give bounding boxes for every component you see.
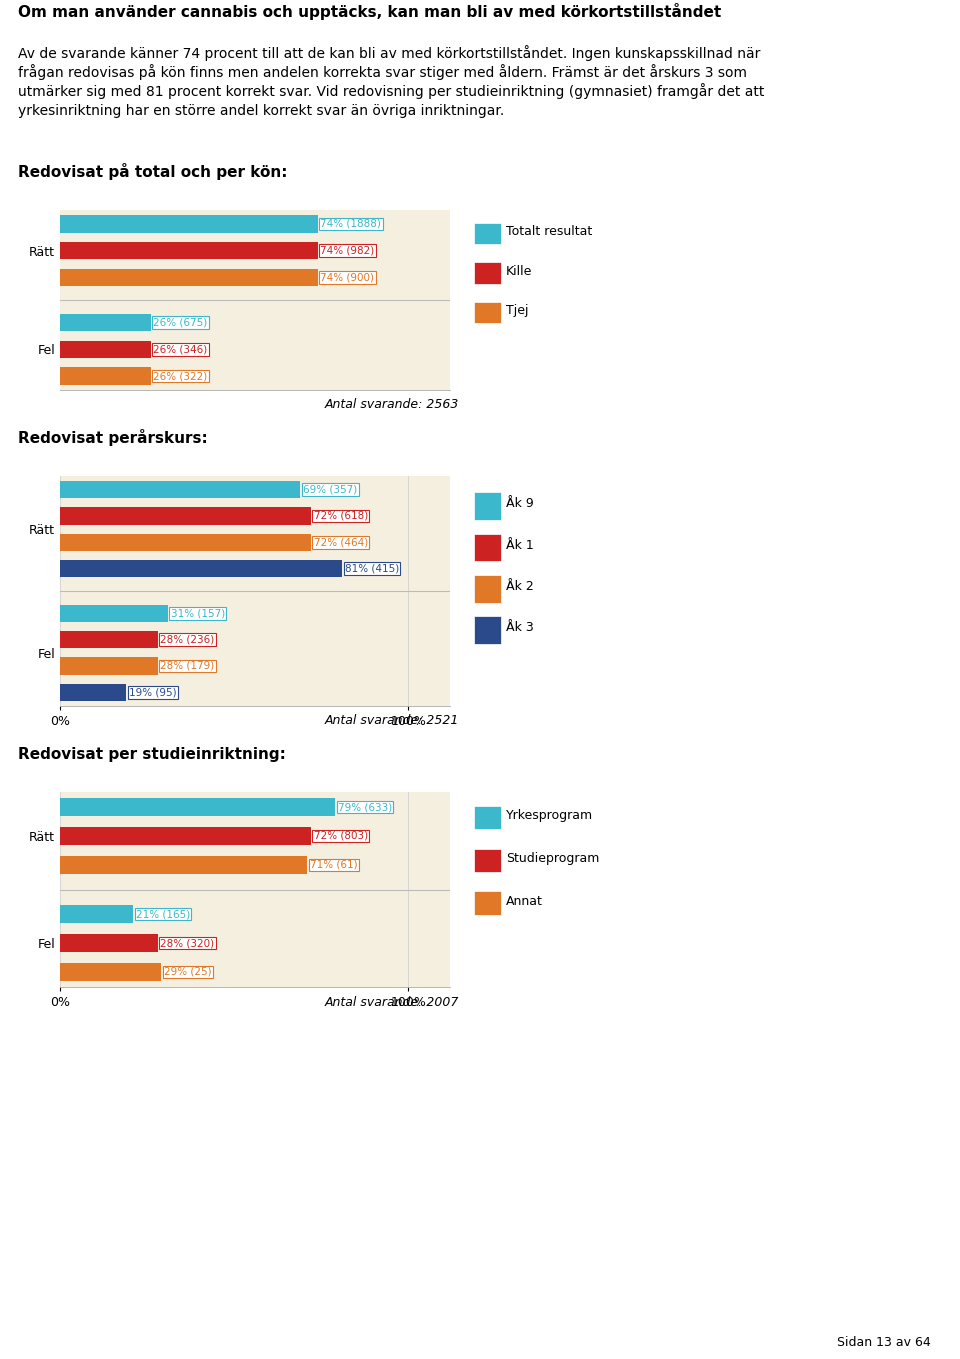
Text: Totalt resultat: Totalt resultat bbox=[506, 226, 592, 238]
Text: yrkesinriktning har en större andel korrekt svar än övriga inriktningar.: yrkesinriktning har en större andel korr… bbox=[18, 103, 504, 117]
Text: Av de svarande känner 74 procent till att de kan bli av med körkortstillståndet.: Av de svarande känner 74 procent till at… bbox=[18, 45, 760, 61]
FancyBboxPatch shape bbox=[473, 492, 500, 519]
Text: Annat: Annat bbox=[506, 894, 542, 908]
Text: Antal svarande: 2521: Antal svarande: 2521 bbox=[324, 715, 459, 727]
Text: 21% (165): 21% (165) bbox=[136, 909, 190, 919]
Text: 26% (675): 26% (675) bbox=[154, 318, 207, 328]
Bar bbox=[60, 481, 300, 499]
Text: 74% (982): 74% (982) bbox=[321, 246, 374, 255]
Text: 28% (236): 28% (236) bbox=[160, 635, 214, 644]
Text: 72% (464): 72% (464) bbox=[314, 537, 368, 548]
Text: 74% (1888): 74% (1888) bbox=[321, 219, 381, 228]
Bar bbox=[60, 269, 318, 285]
Bar bbox=[60, 242, 318, 260]
Text: 72% (803): 72% (803) bbox=[314, 830, 368, 841]
Text: Redovisat perårskurs:: Redovisat perårskurs: bbox=[18, 429, 207, 447]
Bar bbox=[60, 934, 157, 953]
Bar bbox=[60, 367, 151, 385]
FancyBboxPatch shape bbox=[473, 302, 500, 323]
Bar bbox=[60, 341, 151, 357]
Text: 74% (900): 74% (900) bbox=[321, 272, 374, 283]
Text: 19% (95): 19% (95) bbox=[129, 688, 177, 697]
Bar bbox=[60, 798, 335, 817]
Text: Åk 1: Åk 1 bbox=[506, 538, 534, 552]
FancyBboxPatch shape bbox=[473, 262, 500, 284]
Text: frågan redovisas på kön finns men andelen korrekta svar stiger med åldern. Främs: frågan redovisas på kön finns men andele… bbox=[18, 64, 747, 80]
Text: Antal svarande: 2007: Antal svarande: 2007 bbox=[324, 996, 459, 1008]
Text: 69% (357): 69% (357) bbox=[303, 485, 357, 495]
FancyBboxPatch shape bbox=[473, 892, 500, 915]
Bar bbox=[60, 534, 311, 550]
Bar bbox=[60, 826, 311, 845]
Bar bbox=[60, 905, 133, 924]
Text: Om man använder cannabis och upptäcks, kan man bli av med sitt körkortstillstånd: Om man använder cannabis och upptäcks, k… bbox=[22, 457, 462, 469]
Text: Sidan 13 av 64: Sidan 13 av 64 bbox=[837, 1336, 931, 1348]
Text: Redovisat per studieinriktning:: Redovisat per studieinriktning: bbox=[18, 746, 286, 761]
Text: utmärker sig med 81 procent korrekt svar. Vid redovisning per studieinriktning (: utmärker sig med 81 procent korrekt svar… bbox=[18, 83, 764, 99]
Bar bbox=[60, 560, 342, 578]
Text: Om man använder cannabis och upptäcks, kan man bli av med sitt körkortstillstånd: Om man använder cannabis och upptäcks, k… bbox=[22, 773, 462, 786]
Bar bbox=[60, 856, 307, 874]
Text: Redovisat på total och per kön:: Redovisat på total och per kön: bbox=[18, 163, 287, 181]
Bar bbox=[60, 658, 157, 674]
FancyBboxPatch shape bbox=[473, 223, 500, 245]
Bar bbox=[60, 631, 157, 648]
Text: 26% (322): 26% (322) bbox=[154, 371, 207, 381]
Text: 81% (415): 81% (415) bbox=[345, 564, 399, 573]
Text: 28% (179): 28% (179) bbox=[160, 660, 214, 671]
FancyBboxPatch shape bbox=[473, 534, 500, 561]
Text: Om man använder cannabis och upptäcks, kan man bli av med sitt körkortstillstånd: Om man använder cannabis och upptäcks, k… bbox=[22, 192, 462, 202]
Text: 79% (633): 79% (633) bbox=[338, 802, 392, 813]
FancyBboxPatch shape bbox=[473, 806, 500, 829]
Bar bbox=[60, 684, 126, 701]
Text: Åk 2: Åk 2 bbox=[506, 580, 534, 593]
FancyBboxPatch shape bbox=[473, 848, 500, 872]
FancyBboxPatch shape bbox=[473, 575, 500, 602]
Text: Tjej: Tjej bbox=[506, 304, 529, 317]
Text: 31% (157): 31% (157) bbox=[171, 609, 225, 618]
Text: 71% (61): 71% (61) bbox=[310, 860, 358, 870]
FancyBboxPatch shape bbox=[473, 616, 500, 644]
Bar bbox=[60, 962, 161, 981]
Bar bbox=[60, 314, 151, 332]
Bar bbox=[60, 507, 311, 525]
Text: 26% (346): 26% (346) bbox=[154, 344, 207, 355]
Text: Studieprogram: Studieprogram bbox=[506, 852, 599, 864]
Text: Kille: Kille bbox=[506, 265, 533, 277]
Text: Om man använder cannabis och upptäcks, kan man bli av med körkortstillståndet: Om man använder cannabis och upptäcks, k… bbox=[18, 3, 721, 19]
Text: Åk 9: Åk 9 bbox=[506, 497, 534, 510]
Text: Åk 3: Åk 3 bbox=[506, 621, 534, 635]
Text: Yrkesprogram: Yrkesprogram bbox=[506, 809, 593, 822]
Text: 29% (25): 29% (25) bbox=[164, 968, 211, 977]
Bar bbox=[60, 605, 168, 622]
Text: 72% (618): 72% (618) bbox=[314, 511, 368, 520]
Text: 28% (320): 28% (320) bbox=[160, 938, 214, 949]
Text: Antal svarande: 2563: Antal svarande: 2563 bbox=[324, 398, 459, 412]
Bar bbox=[60, 215, 318, 232]
